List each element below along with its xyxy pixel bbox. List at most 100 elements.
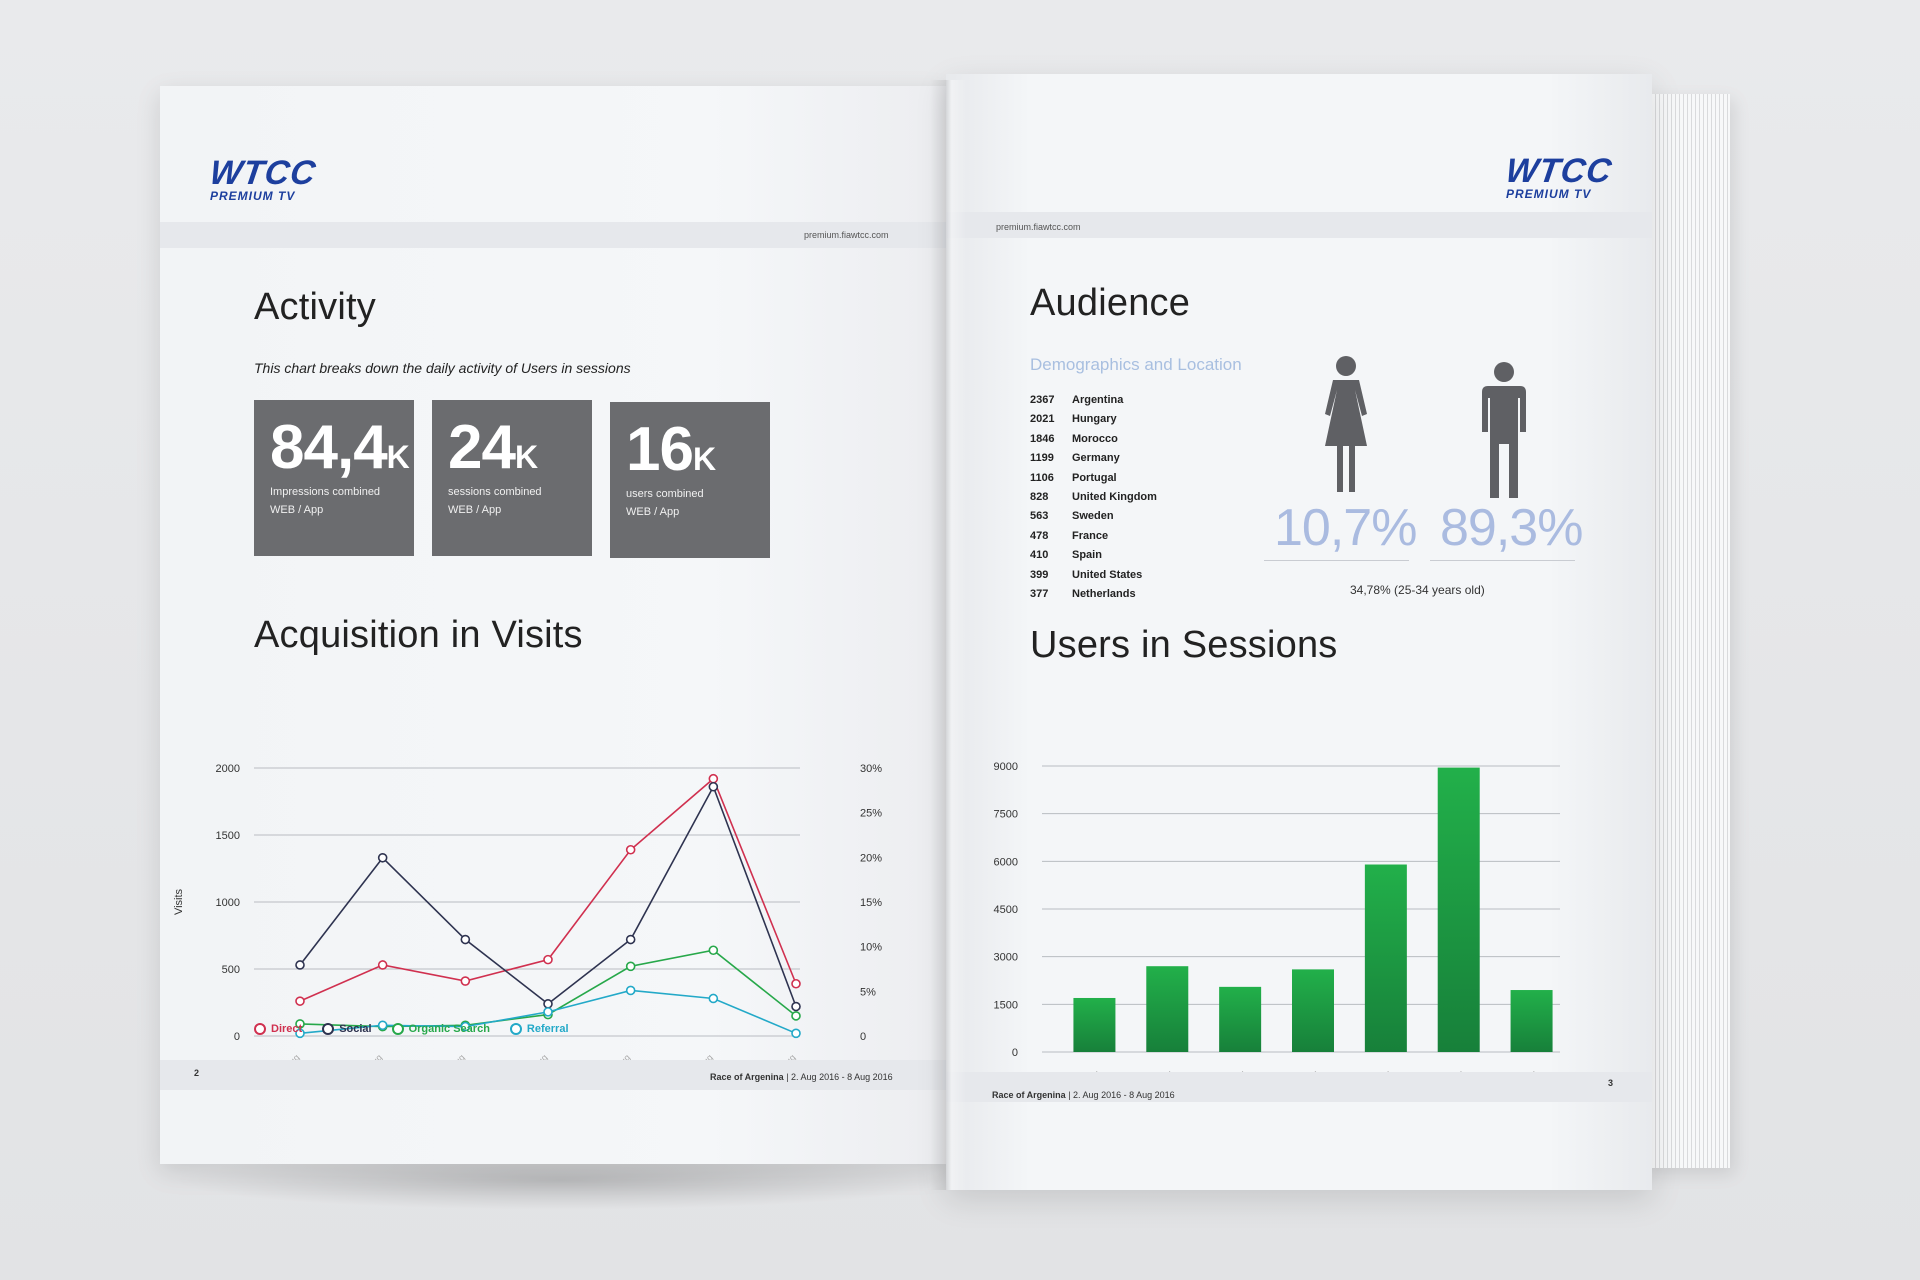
series-line-direct bbox=[299, 777, 797, 1002]
y-tick-label: 7500 bbox=[994, 809, 1018, 821]
footer-event-name: Race of Argenina bbox=[710, 1072, 784, 1082]
stat-channel: WEB / App bbox=[448, 504, 502, 516]
right-page: WTCC PREMIUM TV premium.fiawtcc.com Audi… bbox=[946, 74, 1652, 1190]
country-count: 2367 bbox=[1030, 394, 1055, 406]
country-name: France bbox=[1072, 529, 1109, 542]
country-count: 828 bbox=[1030, 490, 1049, 503]
y-tick-label: 500 bbox=[222, 964, 240, 976]
data-point bbox=[625, 961, 636, 972]
country-count: 1199 bbox=[1030, 452, 1054, 465]
data-point bbox=[625, 985, 636, 996]
legend-marker bbox=[391, 1023, 404, 1035]
stat-unit: K bbox=[514, 439, 538, 475]
stat-label: sessions combined bbox=[448, 486, 542, 498]
y2-tick-label: 20% bbox=[860, 852, 882, 864]
stat-users: 16K users combined WEB / App bbox=[610, 402, 770, 558]
country-name: United Kingdom bbox=[1072, 490, 1157, 503]
activity-subtitle: This chart breaks down the daily activit… bbox=[254, 360, 631, 376]
data-point bbox=[460, 976, 471, 986]
users-sessions-bar-chart: 9000750060004500300015000Tue 2. AugWed 3… bbox=[994, 761, 1560, 1084]
y-tick-label: 1500 bbox=[216, 830, 240, 842]
country-name: United States bbox=[1072, 568, 1143, 581]
series-line-social bbox=[299, 784, 797, 1007]
y-axis-label: Visits bbox=[173, 888, 185, 915]
stat-unit: K bbox=[692, 441, 716, 477]
y-tick-label: 1500 bbox=[994, 999, 1018, 1011]
data-point bbox=[791, 978, 801, 989]
y-tick-label: 1000 bbox=[216, 897, 240, 909]
country-count: 399 bbox=[1030, 568, 1049, 581]
data-point bbox=[708, 993, 719, 1004]
bar bbox=[1437, 767, 1480, 1052]
legend-marker bbox=[322, 1023, 335, 1035]
legend-item-referral: Referral bbox=[509, 1023, 569, 1035]
country-name: Sweden bbox=[1072, 510, 1114, 523]
wtcc-logo: WTCC PREMIUM TV bbox=[1503, 152, 1615, 201]
data-point bbox=[295, 1019, 305, 1029]
country-name: Netherlands bbox=[1072, 587, 1136, 600]
data-point bbox=[295, 960, 305, 970]
data-point bbox=[377, 960, 388, 970]
footer-band bbox=[946, 1072, 1652, 1102]
y2-tick-label: 0 bbox=[860, 1031, 866, 1043]
y-tick-label: 0 bbox=[234, 1031, 240, 1043]
age-note: 34,78% (25-34 years old) bbox=[1350, 583, 1485, 597]
page-number: 2 bbox=[194, 1068, 200, 1078]
country-name: Germany bbox=[1072, 452, 1120, 465]
legend-marker bbox=[254, 1023, 266, 1035]
data-point bbox=[708, 781, 719, 792]
book-spine bbox=[930, 80, 966, 1190]
data-point bbox=[543, 1007, 553, 1017]
country-count: 563 bbox=[1030, 510, 1049, 523]
footer-event: Race of Argenina | 2. Aug 2016 - 8 Aug 2… bbox=[710, 1072, 893, 1082]
data-point bbox=[460, 1021, 471, 1032]
page-number: 3 bbox=[1608, 1078, 1614, 1088]
data-point bbox=[377, 852, 388, 863]
data-point bbox=[543, 999, 553, 1009]
y-tick-label: 3000 bbox=[994, 952, 1018, 964]
y-tick-label: 2000 bbox=[216, 763, 240, 775]
country-count: 478 bbox=[1030, 529, 1049, 542]
country-list: 2367 Argentina 2021 Hungary 1846 Morocco 1199 G… bbox=[1030, 394, 1157, 607]
page-stack bbox=[1640, 94, 1730, 1168]
country-row: 377 Netherlands bbox=[1030, 588, 1157, 607]
page-url: premium.fiawtcc.com bbox=[996, 222, 1081, 232]
footer-dates: | 2. Aug 2016 - 8 Aug 2016 bbox=[1068, 1090, 1175, 1100]
y2-tick-label: 10% bbox=[860, 942, 882, 954]
country-row: 399 United States bbox=[1030, 569, 1157, 588]
y2-tick-label: 30% bbox=[860, 763, 882, 775]
stat-sessions: 24K sessions combined WEB / App bbox=[432, 400, 592, 556]
demographics-subtitle: Demographics and Location bbox=[1030, 355, 1242, 374]
legend-item-organic-search: Organic Search bbox=[391, 1023, 490, 1035]
data-point bbox=[791, 1001, 801, 1012]
country-row: 2021 Hungary bbox=[1030, 413, 1157, 432]
footer-event: Race of Argenina | 2. Aug 2016 - 8 Aug 2… bbox=[992, 1090, 1175, 1100]
y-tick-label: 0 bbox=[1012, 1047, 1018, 1059]
wtcc-logo: WTCC PREMIUM TV bbox=[207, 154, 319, 203]
y-tick-label: 9000 bbox=[994, 761, 1018, 773]
sessions-title: Users in Sessions bbox=[1030, 624, 1338, 666]
bar bbox=[1146, 966, 1189, 1052]
legend-item-social: Social bbox=[322, 1023, 372, 1035]
country-name: Morocco bbox=[1072, 432, 1118, 445]
country-row: 2367 Argentina bbox=[1030, 394, 1157, 413]
data-point bbox=[295, 996, 305, 1006]
country-name: Argentina bbox=[1072, 394, 1124, 406]
stat-value: 16 bbox=[626, 415, 694, 484]
data-point bbox=[295, 1028, 305, 1039]
bar bbox=[1073, 997, 1116, 1052]
bar bbox=[1219, 986, 1262, 1052]
acquisition-title: Acquisition in Visits bbox=[254, 614, 583, 656]
legend-label: Referral bbox=[526, 1023, 569, 1035]
female-divider bbox=[1264, 560, 1409, 561]
stat-value: 84,4 bbox=[270, 413, 388, 482]
left-page: WTCC PREMIUM TV premium.fiawtcc.com Acti… bbox=[160, 86, 946, 1164]
y-tick-label: 6000 bbox=[994, 856, 1018, 868]
y2-tick-label: 5% bbox=[860, 986, 876, 998]
male-divider bbox=[1430, 560, 1575, 561]
header-band bbox=[160, 222, 946, 248]
country-count: 410 bbox=[1030, 549, 1049, 562]
footer-band bbox=[160, 1060, 946, 1090]
country-row: 1846 Morocco bbox=[1030, 433, 1157, 452]
male-percentage: 89,3% bbox=[1440, 499, 1583, 557]
